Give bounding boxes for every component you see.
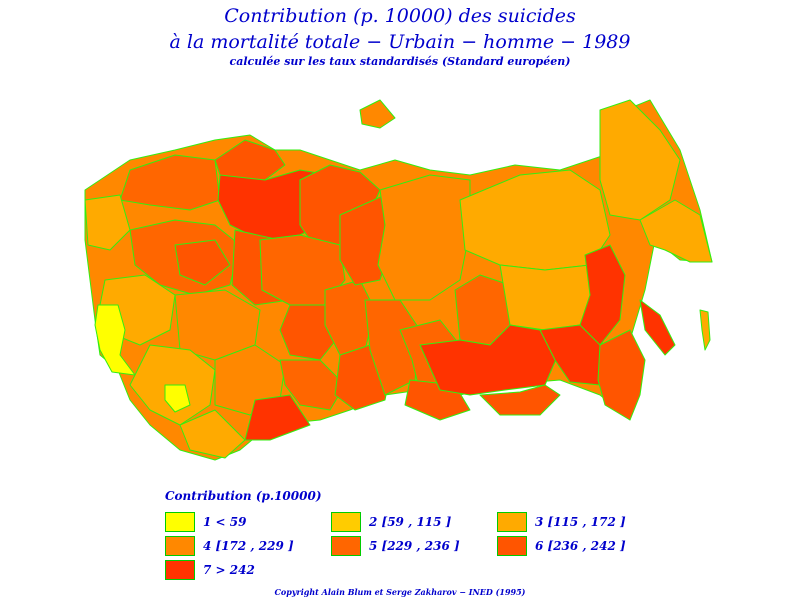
region-kamchatka: [639, 199, 713, 263]
legend-swatch: [165, 560, 195, 580]
region-northwest: [119, 154, 221, 211]
region-magadan-north: [599, 99, 681, 221]
legend-label: 2 [59 , 115 ]: [369, 515, 452, 529]
legend-swatch: [497, 512, 527, 532]
legend-swatch: [165, 512, 195, 532]
region-krasnoyarsk-north: [377, 174, 471, 301]
region-west-yellow: [94, 304, 136, 376]
region-amur: [579, 244, 626, 346]
map-title-line-2: à la mortalité totale − Urbain − homme −…: [169, 31, 631, 53]
region-chita: [479, 384, 561, 416]
region-crimea: [164, 384, 191, 413]
region-moscow: [174, 239, 231, 286]
map-title: Contribution (p. 10000) des suicides: [224, 5, 576, 27]
legend-title: Contribution (p.10000): [165, 489, 322, 503]
legend-swatch: [331, 512, 361, 532]
region-novaya-zemlya: [359, 99, 396, 129]
legend-label: 1 < 59: [203, 515, 247, 529]
region-tyumen: [364, 299, 421, 396]
legend-swatch: [165, 536, 195, 556]
region-caspian: [244, 394, 311, 441]
region-khabarovsk-coast: [639, 299, 676, 356]
legend-swatch: [497, 536, 527, 556]
region-caucasus: [179, 409, 246, 459]
region-sakhalin: [699, 309, 711, 351]
legend-label: 6 [236 , 242 ]: [535, 539, 626, 553]
legend-swatch: [331, 536, 361, 556]
legend-label: 5 [229 , 236 ]: [369, 539, 460, 553]
copyright: Copyright Alain Blum et Serge Zakharov −…: [274, 587, 526, 597]
legend-label: 7 > 242: [203, 563, 255, 577]
region-baltic: [84, 194, 131, 251]
region-primorye: [597, 329, 646, 421]
map-subtitle: calculée sur les taux standardisés (Stan…: [229, 55, 571, 68]
legend-label: 3 [115 , 172 ]: [535, 515, 626, 529]
legend-label: 4 [172 , 229 ]: [203, 539, 294, 553]
region-orenburg: [279, 359, 346, 411]
